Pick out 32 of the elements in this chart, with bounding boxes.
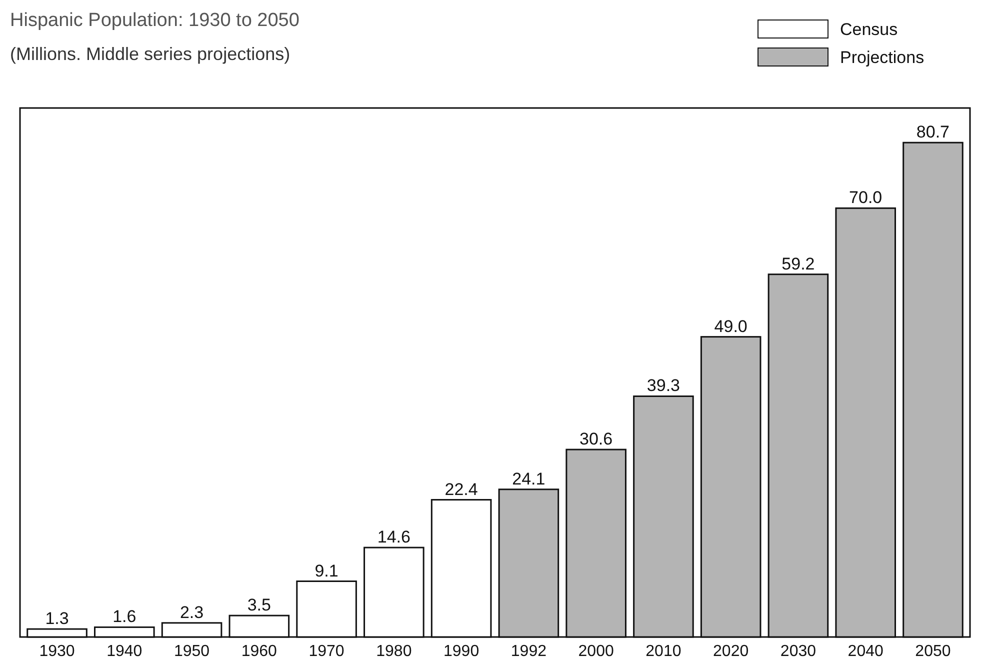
data-label: 3.5 — [247, 596, 271, 615]
x-tick-label: 2000 — [578, 643, 614, 660]
x-tick-label: 1930 — [39, 643, 75, 660]
chart-title: Hispanic Population: 1930 to 2050 — [10, 10, 300, 31]
data-label: 59.2 — [782, 254, 815, 274]
x-tick-label: 1950 — [174, 643, 210, 660]
data-label: 22.4 — [444, 480, 478, 499]
x-tick-label: 2020 — [713, 643, 749, 660]
data-label: 70.0 — [849, 188, 882, 208]
legend-label: Census — [840, 20, 898, 39]
data-label: 30.6 — [580, 430, 613, 449]
data-label: 80.7 — [916, 122, 950, 142]
data-label: 39.3 — [646, 376, 680, 396]
x-tick-label: 1990 — [444, 643, 480, 660]
chart-subtitle: (Millions. Middle series projections) — [10, 44, 290, 64]
data-label: 1.6 — [112, 607, 136, 626]
data-label: 14.6 — [377, 528, 410, 547]
data-label: 1.3 — [45, 609, 69, 628]
x-tick-label: 1970 — [308, 643, 344, 660]
x-tick-label: 2010 — [646, 643, 682, 660]
data-label: 2.3 — [180, 602, 204, 622]
x-tick-label: 2040 — [848, 643, 884, 660]
x-tick-label: 2030 — [780, 643, 816, 660]
data-label: 49.0 — [714, 316, 748, 336]
data-label: 9.1 — [314, 561, 338, 580]
x-tick-label: 2050 — [915, 643, 951, 660]
x-tick-label: 1992 — [510, 643, 547, 660]
x-tick-label: 1940 — [106, 643, 142, 660]
data-label: 24.1 — [512, 469, 546, 488]
x-tick-label: 1980 — [376, 643, 412, 660]
x-tick-label: 1960 — [241, 643, 278, 660]
legend-label: Projections — [840, 48, 924, 67]
